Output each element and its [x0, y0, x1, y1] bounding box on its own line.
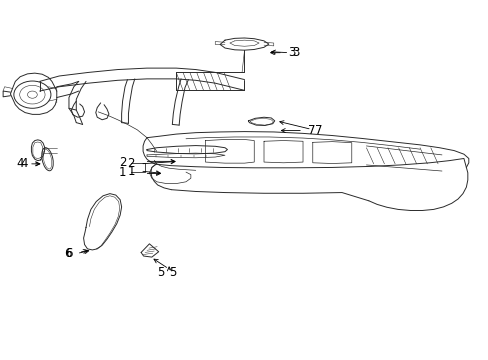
Text: 3: 3: [292, 46, 299, 59]
Text: 7: 7: [307, 124, 315, 137]
Text: 3: 3: [287, 46, 295, 59]
Text: 5: 5: [168, 266, 176, 279]
Text: 6: 6: [64, 247, 72, 260]
Text: 5: 5: [157, 266, 164, 279]
Text: 4: 4: [17, 157, 24, 170]
Text: 1: 1: [119, 166, 126, 179]
Text: 2: 2: [127, 157, 135, 170]
Text: 2: 2: [119, 156, 126, 169]
Text: 6: 6: [65, 247, 73, 260]
Text: 1: 1: [127, 165, 135, 177]
Text: 7: 7: [315, 124, 322, 137]
Text: 4: 4: [20, 157, 28, 170]
